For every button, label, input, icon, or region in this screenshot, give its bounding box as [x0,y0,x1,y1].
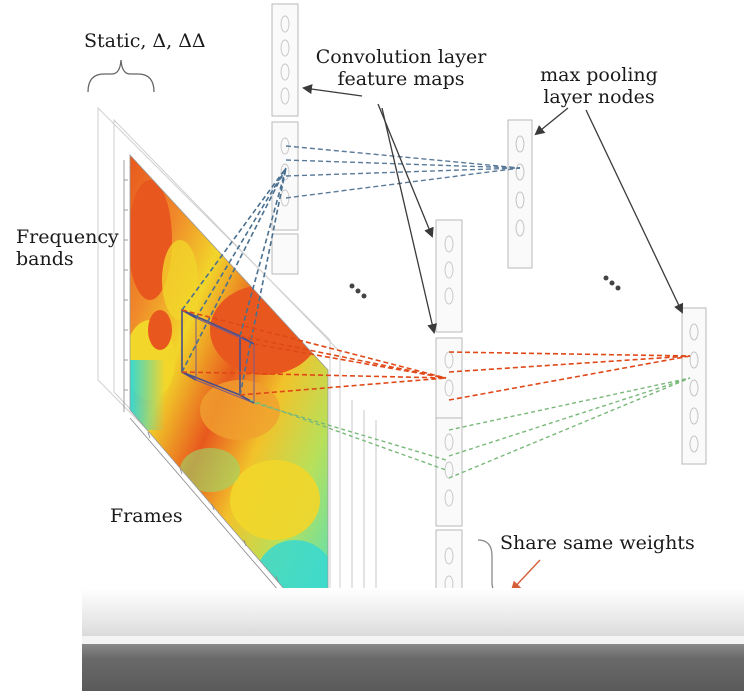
ellipsis-dots-right [603,275,621,291]
arrow-to-conv-map-1 [302,84,363,97]
bottom-fade [82,588,744,638]
pool-connections-middle [448,351,691,401]
pool-node-column-2 [681,307,707,465]
arrow-to-pool-node-2 [585,109,684,314]
bottom-strip [82,636,744,644]
max-pooling-label: max pooling layer nodes [536,64,662,108]
conv-connections-top [181,167,287,396]
pool-node-map [507,119,533,269]
conv-map-column-2 [435,219,463,639]
pool-connections-bottom [249,377,691,479]
conv-maps-label: Convolution layer feature maps [310,46,492,90]
conv-maps-line-2: feature maps [337,68,465,90]
max-pooling-line-2: layer nodes [543,86,655,108]
channels-brace [87,59,155,93]
bottom-bar [82,644,744,691]
pool-node-map [681,307,707,465]
conv-map [435,417,463,527]
arrow-to-conv-map-2 [377,103,434,238]
conv-map [271,3,299,117]
channels-label: Static, Δ, ΔΔ [84,30,206,52]
conv-maps-line-1: Convolution layer [315,46,487,68]
conv-map [435,219,463,333]
ellipsis-dots-left [349,283,367,299]
max-pooling-line-1: max pooling [540,64,658,86]
spectrogram [129,153,329,642]
frames-label: Frames [110,505,183,527]
receptive-field [181,308,255,404]
frequency-bands-line-2: bands [16,248,74,270]
conv-connections-middle [181,309,447,396]
conv-map [271,233,299,275]
arrow-to-pool-node-1 [534,107,569,136]
pool-connections-top [285,145,521,199]
pool-node-column-1 [507,119,533,269]
arrow-share-weights [510,559,541,592]
frequency-bands-line-1: Frequency [16,226,119,248]
pointer-arrows [302,84,684,334]
conv-map-column-1 [271,3,299,275]
frequency-bands-label: Frequency bands [16,226,119,270]
share-weights-label: Share same weights [500,532,695,554]
arrow-to-conv-map-3 [381,107,438,334]
